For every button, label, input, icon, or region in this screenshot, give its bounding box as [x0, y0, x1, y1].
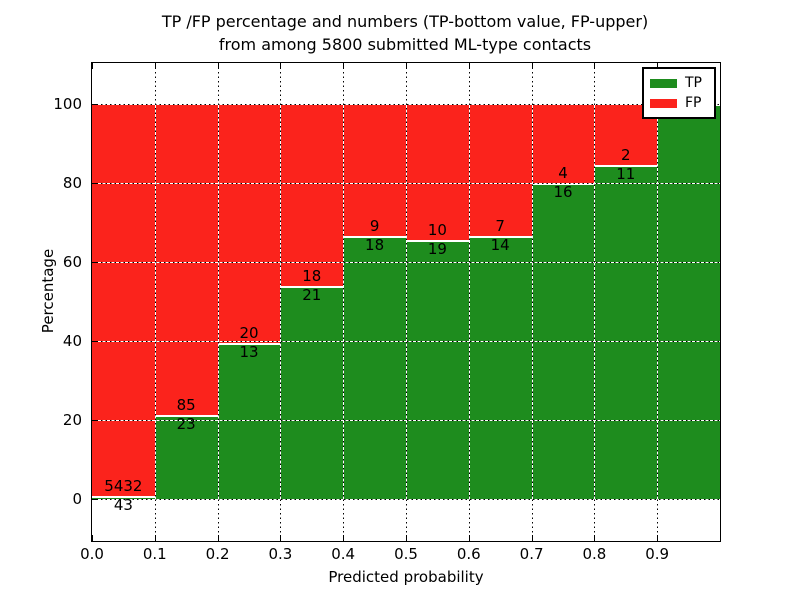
- x-gridline: [406, 63, 407, 541]
- bar-fp-segment: [280, 104, 344, 287]
- bar-fp-segment: [468, 104, 532, 236]
- x-tick-mark: [594, 535, 596, 541]
- bar-tp-segment: [154, 414, 218, 499]
- x-gridline: [217, 63, 219, 541]
- bar-fp-segment: [531, 104, 595, 183]
- fp-count-label: 9: [369, 216, 380, 235]
- bar-fp-segment: [217, 104, 281, 344]
- bar-tp-segment: [657, 104, 720, 499]
- x-tick-mark: [406, 535, 407, 541]
- x-tick-mark-top: [594, 63, 596, 69]
- x-tick-label: 0.5: [394, 545, 418, 563]
- bar-fp-segment: [92, 104, 155, 496]
- x-tick-mark: [343, 535, 345, 541]
- x-gridline: [468, 63, 470, 541]
- bar-fp-segment: [343, 104, 406, 236]
- x-tick-mark-top: [217, 63, 219, 69]
- bar-tp-segment: [217, 343, 281, 499]
- x-gridline: [280, 63, 282, 541]
- bar-tp-segment: [343, 235, 406, 499]
- fp-count-label: 18: [302, 267, 322, 286]
- x-tick-mark-top: [468, 63, 470, 69]
- x-tick-label: 0.8: [582, 545, 607, 563]
- tp-count-label: 43: [113, 495, 133, 514]
- x-gridline: [594, 63, 596, 541]
- x-tick-mark-top: [531, 63, 533, 69]
- plot-area: Percentage Predicted probability TP FP 5…: [39, 62, 721, 586]
- x-gridline: [343, 63, 345, 541]
- fp-legend-label: FP: [685, 95, 702, 111]
- x-tick-label: 0.4: [331, 545, 356, 563]
- x-tick-mark-top: [657, 63, 659, 69]
- fp-count-label: 10: [427, 221, 447, 240]
- tp-count-label: 14: [490, 235, 510, 254]
- bar-fp-segment: [154, 104, 218, 415]
- x-tick-mark: [217, 535, 219, 541]
- x-tick-label: 0.3: [268, 545, 293, 563]
- tp-count-label: 11: [616, 164, 636, 183]
- y-tick-mark: [92, 104, 98, 105]
- x-tick-mark: [657, 535, 659, 541]
- tp-count-label: 18: [365, 235, 385, 254]
- y-tick-label: 100: [53, 95, 82, 113]
- fp-count-label: 85: [176, 395, 196, 414]
- chart-title-line2: from among 5800 submitted ML-type contac…: [218, 35, 592, 54]
- fp-count-label: 2: [621, 145, 631, 164]
- chart-title: TP /FP percentage and numbers (TP-bottom…: [91, 10, 719, 56]
- legend-entry-tp: TP: [650, 73, 714, 93]
- x-tick-mark: [468, 535, 470, 541]
- tp-count-label: 19: [427, 240, 447, 259]
- tp-legend-label: TP: [685, 75, 702, 91]
- x-tick-mark-top: [343, 63, 345, 69]
- x-tick-mark-top: [406, 63, 407, 69]
- tp-count-label: 16: [553, 183, 573, 201]
- tp-count-label: 23: [176, 414, 196, 433]
- bar-tp-segment: [92, 495, 155, 499]
- y-tick-mark: [92, 183, 98, 184]
- y-tick-label: 20: [62, 411, 82, 429]
- legend: TP FP: [642, 67, 716, 119]
- x-gridline: [531, 63, 533, 541]
- y-tick-mark: [92, 499, 98, 500]
- tp-count-label: 21: [302, 286, 322, 305]
- x-tick-mark: [92, 535, 93, 541]
- x-tick-mark: [154, 535, 156, 541]
- fp-count-label: 20: [239, 324, 259, 343]
- fp-count-label: 4: [558, 164, 568, 182]
- x-tick-mark: [531, 535, 533, 541]
- y-tick-mark: [92, 341, 98, 342]
- fp-count-label: 5432: [104, 476, 143, 495]
- x-tick-mark: [280, 535, 282, 541]
- tp-legend-swatch: [650, 78, 677, 88]
- x-tick-label: 0.9: [645, 545, 670, 563]
- bar-tp-segment: [594, 164, 658, 499]
- chart-title-line1: TP /FP percentage and numbers (TP-bottom…: [161, 12, 649, 31]
- x-axis-label: Predicted probability: [328, 568, 484, 586]
- x-tick-label: 0.2: [205, 545, 230, 563]
- bar-tp-segment: [406, 240, 469, 499]
- x-tick-mark-top: [280, 63, 282, 69]
- y-tick-mark: [92, 420, 98, 421]
- x-tick-label: 0.7: [519, 545, 544, 563]
- tp-count-label: 13: [239, 343, 259, 362]
- y-tick-label: 40: [62, 332, 82, 350]
- x-tick-mark-top: [92, 63, 93, 69]
- y-tick-mark: [92, 262, 98, 263]
- y-tick-label: 60: [62, 253, 82, 271]
- bar-fp-segment: [406, 104, 469, 241]
- x-tick-label: 0.6: [456, 545, 481, 563]
- y-tick-label: 80: [62, 174, 82, 192]
- y-tick-label: 0: [72, 490, 82, 508]
- x-tick-label: 0.0: [80, 545, 104, 563]
- bar-tp-segment: [468, 235, 532, 499]
- fp-legend-swatch: [650, 98, 677, 108]
- x-tick-label: 0.1: [142, 545, 167, 563]
- x-gridline: [154, 63, 156, 541]
- fp-count-label: 7: [495, 216, 505, 235]
- legend-entry-fp: FP: [650, 93, 714, 113]
- x-tick-mark-top: [154, 63, 156, 69]
- bar-tp-segment: [280, 286, 344, 499]
- x-gridline: [657, 63, 659, 541]
